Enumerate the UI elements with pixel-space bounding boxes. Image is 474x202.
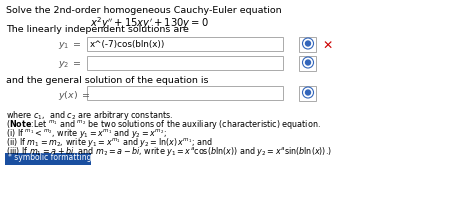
- Text: ($\mathbf{Note}$:Let ${}^{m_1}$ and ${}^{m_2}$ be two solutions of the auxiliary: ($\mathbf{Note}$:Let ${}^{m_1}$ and ${}^…: [6, 118, 321, 131]
- Text: ✕: ✕: [322, 40, 332, 53]
- Circle shape: [302, 38, 313, 49]
- FancyBboxPatch shape: [88, 85, 283, 100]
- FancyBboxPatch shape: [6, 153, 91, 164]
- Circle shape: [306, 41, 310, 46]
- Circle shape: [306, 90, 310, 95]
- Circle shape: [306, 60, 310, 65]
- FancyBboxPatch shape: [88, 37, 283, 50]
- Text: x^(-7)cos(bln(x)): x^(-7)cos(bln(x)): [90, 40, 165, 49]
- Text: $x^2y'' + 15xy' + 130y = 0$: $x^2y'' + 15xy' + 130y = 0$: [90, 15, 209, 31]
- Text: The linearly independent solutions are: The linearly independent solutions are: [6, 25, 189, 34]
- Text: $y_2\;=$: $y_2\;=$: [58, 59, 82, 70]
- Text: (i) If ${}^{m_1} < {}^{m_2}$, write $y_1 = x^{m_1}$ and $y_2 = x^{m_2}$;: (i) If ${}^{m_1} < {}^{m_2}$, write $y_1…: [6, 127, 167, 140]
- Circle shape: [302, 57, 313, 68]
- FancyBboxPatch shape: [300, 56, 317, 70]
- Text: (ii) If $m_1 = m_2$, write $y_1 = x^{m_1}$ and $y_2 = \ln(x)\,x^{m_1}$; and: (ii) If $m_1 = m_2$, write $y_1 = x^{m_1…: [6, 136, 213, 149]
- Text: $y(x)\;=$: $y(x)\;=$: [58, 89, 90, 102]
- Circle shape: [302, 87, 313, 98]
- Text: (iii) If $m_1 = a + bi$, and $m_2 = a - bi$, write $y_1 = x^a\cos(b\ln(x))$ and : (iii) If $m_1 = a + bi$, and $m_2 = a - …: [6, 145, 332, 158]
- FancyBboxPatch shape: [300, 85, 317, 101]
- FancyBboxPatch shape: [300, 37, 317, 52]
- Text: and the general solution of the equation is: and the general solution of the equation…: [6, 76, 209, 85]
- Text: Solve the 2nd-order homogeneous Cauchy-Euler equation: Solve the 2nd-order homogeneous Cauchy-E…: [6, 6, 282, 15]
- FancyBboxPatch shape: [88, 56, 283, 69]
- Text: $y_1\;=$: $y_1\;=$: [58, 40, 82, 51]
- Text: * symbolic formatting help: * symbolic formatting help: [8, 153, 110, 162]
- Text: where $c_1$,  and $c_2$ are arbitrary constants.: where $c_1$, and $c_2$ are arbitrary con…: [6, 109, 173, 122]
